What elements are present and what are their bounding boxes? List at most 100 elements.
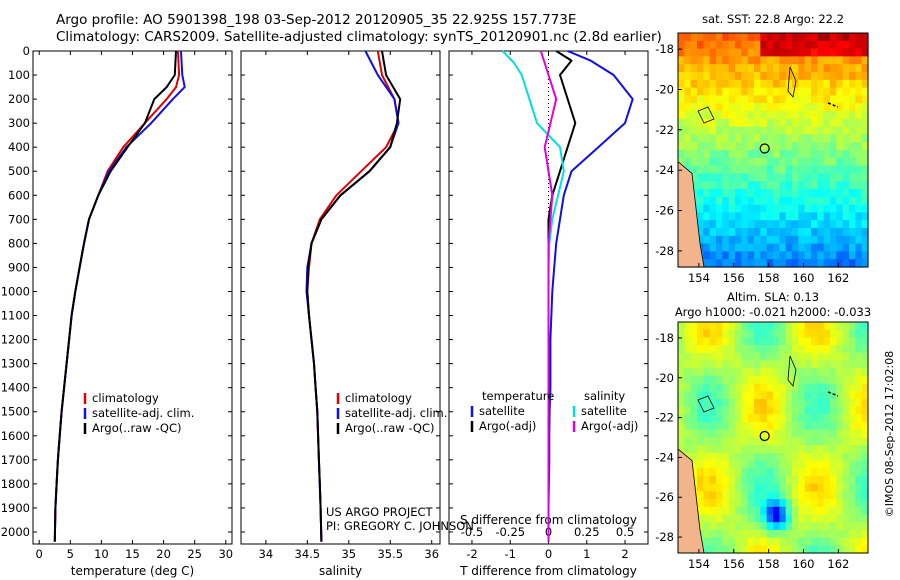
sst-map-cell bbox=[709, 40, 717, 50]
sst-map-cell bbox=[773, 243, 780, 252]
sla-map-cell bbox=[754, 437, 761, 446]
sst-map-cell bbox=[785, 111, 793, 120]
sla-map-cell bbox=[817, 514, 825, 523]
sla-map-cell bbox=[747, 429, 755, 439]
imos-timestamp-label: ©IMOS 08-Sep-2012 17:02:08 bbox=[883, 351, 896, 517]
temperature-x-tick-label: 10 bbox=[94, 547, 109, 561]
sst-map-cell bbox=[747, 196, 755, 206]
sst-map-cell bbox=[779, 189, 787, 198]
sla-map-cell bbox=[766, 506, 774, 516]
sst-map-cell bbox=[804, 173, 812, 182]
sla-map-cell bbox=[842, 514, 850, 523]
sla-map-reef-outline bbox=[697, 395, 715, 413]
sla-map-cell bbox=[855, 514, 863, 523]
sla-map-cell bbox=[722, 352, 730, 362]
sla-map-cell bbox=[811, 476, 818, 485]
sla-map-cell bbox=[798, 399, 806, 408]
sst-map-cell bbox=[792, 72, 799, 81]
sla-map-cell bbox=[779, 352, 787, 362]
sla-map-cell bbox=[855, 483, 863, 492]
sst-map-cell bbox=[747, 56, 755, 65]
sst-map-cell bbox=[773, 111, 780, 120]
sla-map-cell bbox=[722, 406, 730, 415]
sla-map-cell bbox=[849, 345, 856, 354]
sst-map-cell bbox=[798, 126, 806, 135]
y-tick-label: 1000 bbox=[1, 284, 30, 298]
sst-map-cell bbox=[741, 111, 749, 120]
sst-map-cell bbox=[842, 150, 850, 159]
sst-map-cell bbox=[766, 64, 774, 73]
sst-map-cell bbox=[747, 235, 755, 245]
sst-map-cell bbox=[861, 173, 869, 182]
sla-map-cell bbox=[861, 452, 869, 462]
sst-map-cell bbox=[804, 48, 812, 57]
sst-map-cell bbox=[722, 228, 730, 237]
sst-map-cell bbox=[716, 79, 723, 89]
sla-map-cell bbox=[804, 437, 812, 446]
sst-map-cell bbox=[728, 157, 736, 167]
sst-map-cell bbox=[760, 220, 768, 229]
sla-map-cell bbox=[716, 429, 723, 439]
sst-map-cell bbox=[861, 142, 869, 151]
sla-map-cell bbox=[709, 452, 717, 462]
sla-map-cell bbox=[735, 452, 742, 462]
sla-map-cell bbox=[823, 345, 831, 354]
sla-map-cell bbox=[766, 352, 774, 362]
sst-map-cell bbox=[754, 259, 761, 268]
sla-map-cell bbox=[735, 483, 742, 492]
sla-map-cell bbox=[842, 375, 850, 385]
sst-map-cell bbox=[779, 220, 787, 229]
sla-map-cell bbox=[785, 483, 793, 492]
sla-map-cell bbox=[722, 445, 730, 454]
sst-map-cell bbox=[836, 126, 844, 135]
sst-map-cell bbox=[709, 103, 717, 112]
sst-map-cell bbox=[760, 87, 768, 96]
sla-map-cell bbox=[773, 522, 780, 531]
sla-map-cell bbox=[754, 522, 761, 531]
sla-map-cell bbox=[735, 445, 742, 454]
sst-map-cell bbox=[855, 196, 863, 206]
sla-map-cell bbox=[830, 445, 837, 454]
sla-map-cell bbox=[722, 345, 730, 354]
sla-map-cell bbox=[842, 522, 850, 531]
sla-map-cell bbox=[716, 522, 723, 531]
sst-map-cell bbox=[855, 111, 863, 120]
sst-map-cell bbox=[842, 48, 850, 57]
sla-map-cell bbox=[760, 514, 768, 523]
sst-map-cell bbox=[741, 235, 749, 245]
sst-map-cell bbox=[861, 204, 869, 213]
sla-map-cell bbox=[792, 375, 799, 385]
sst-map-cell bbox=[855, 48, 863, 57]
sla-map-cell bbox=[798, 437, 806, 446]
sla-map-y-tick-label: -22 bbox=[655, 411, 674, 425]
sst-map-cell bbox=[747, 181, 755, 190]
sla-map-cell bbox=[722, 460, 730, 469]
sla-map-cell bbox=[792, 345, 799, 354]
sla-map-title: Altim. SLA: 0.13 bbox=[727, 290, 819, 304]
sla-map-cell bbox=[703, 506, 711, 516]
sst-map-cell bbox=[722, 243, 730, 252]
sla-map-cell bbox=[842, 337, 850, 346]
sla-map-cell bbox=[741, 491, 749, 500]
sla-map-cell bbox=[792, 329, 799, 338]
sla-map-cell bbox=[709, 360, 717, 369]
sst-map-cell bbox=[703, 56, 711, 65]
sst-map-cell bbox=[804, 95, 812, 104]
sla-map-cell bbox=[760, 522, 768, 531]
sst-map-cell bbox=[817, 72, 825, 81]
sla-map-cell bbox=[773, 437, 780, 446]
sla-map-cell bbox=[842, 537, 850, 546]
sst-map-cell bbox=[792, 126, 799, 135]
sst-map-cell bbox=[773, 79, 780, 89]
sla-map-cell bbox=[792, 483, 799, 492]
sst-map-cell bbox=[811, 157, 818, 167]
sla-map-cell bbox=[830, 529, 837, 539]
sla-map-cell bbox=[760, 406, 768, 415]
sla-map-cell bbox=[741, 414, 749, 423]
sla-map-cell bbox=[823, 483, 831, 492]
sla-map-cell bbox=[823, 414, 831, 423]
sst-map-reef-outline bbox=[827, 102, 839, 108]
sla-map-cell bbox=[817, 468, 825, 477]
sst-map-cell bbox=[716, 259, 723, 268]
sla-map-cell bbox=[741, 529, 749, 539]
